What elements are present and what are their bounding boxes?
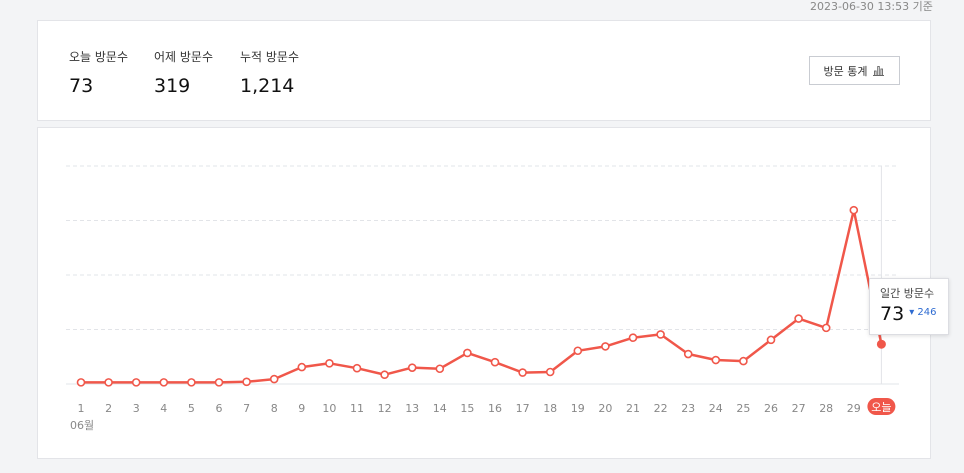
stat-total-label: 누적 방문수: [240, 50, 300, 64]
tooltip-label: 일간 방문수: [880, 287, 935, 300]
chart-card: [37, 127, 931, 459]
bar-chart-icon: [873, 66, 885, 76]
stat-today-value: 73: [69, 75, 94, 97]
daily-visits-tooltip: 일간 방문수 73 ▾ 246: [869, 278, 949, 335]
tooltip-value: 73: [880, 303, 905, 325]
tooltip-diff: ▾ 246: [909, 307, 937, 318]
stat-total-value: 1,214: [240, 75, 295, 97]
stat-yesterday-label: 어제 방문수: [154, 50, 214, 64]
stat-yesterday-value: 319: [154, 75, 191, 97]
timestamp: 2023-06-30 13:53 기준: [810, 0, 933, 13]
stat-today-label: 오늘 방문수: [69, 50, 129, 64]
visit-stats-button-label: 방문 통계: [823, 64, 868, 78]
stats-card: 오늘 방문수 73 어제 방문수 319 누적 방문수 1,214 방문 통계: [37, 20, 931, 121]
stat-yesterday: 어제 방문수 319: [154, 48, 213, 97]
stat-today: 오늘 방문수 73: [69, 48, 128, 97]
visit-stats-button[interactable]: 방문 통계: [809, 56, 900, 85]
stat-total: 누적 방문수 1,214: [240, 48, 299, 97]
